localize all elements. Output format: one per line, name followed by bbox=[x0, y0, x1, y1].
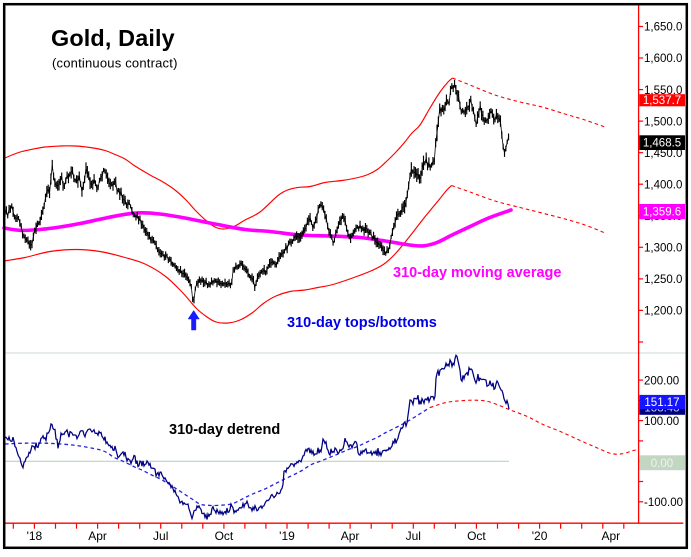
svg-text:Gold, Daily: Gold, Daily bbox=[51, 25, 175, 51]
svg-text:1,200.0: 1,200.0 bbox=[644, 306, 682, 318]
svg-text:310-day detrend: 310-day detrend bbox=[169, 422, 280, 438]
svg-text:'18: '18 bbox=[27, 529, 43, 543]
svg-text:(continuous contract): (continuous contract) bbox=[52, 56, 178, 71]
svg-text:1,537.7: 1,537.7 bbox=[643, 95, 681, 107]
svg-text:100.00: 100.00 bbox=[644, 416, 679, 428]
svg-text:Oct: Oct bbox=[215, 529, 234, 543]
svg-text:310-day moving average: 310-day moving average bbox=[393, 265, 561, 281]
svg-text:1,450.0: 1,450.0 bbox=[644, 148, 682, 160]
svg-text:1,468.5: 1,468.5 bbox=[643, 138, 681, 150]
svg-text:Jul: Jul bbox=[153, 529, 168, 543]
svg-text:310-day tops/bottoms: 310-day tops/bottoms bbox=[287, 315, 437, 331]
svg-text:1,550.0: 1,550.0 bbox=[644, 85, 682, 97]
svg-text:0.00: 0.00 bbox=[651, 458, 673, 470]
svg-text:1,300.0: 1,300.0 bbox=[644, 243, 682, 255]
svg-text:'20: '20 bbox=[532, 529, 548, 543]
svg-text:Apr: Apr bbox=[341, 529, 360, 543]
svg-text:1,500.0: 1,500.0 bbox=[644, 116, 682, 128]
svg-text:Oct: Oct bbox=[467, 529, 486, 543]
svg-text:Apr: Apr bbox=[601, 529, 620, 543]
svg-text:151.17: 151.17 bbox=[644, 397, 679, 409]
svg-text:Jul: Jul bbox=[406, 529, 421, 543]
svg-text:1,400.0: 1,400.0 bbox=[644, 179, 682, 191]
svg-text:'19: '19 bbox=[279, 529, 295, 543]
svg-text:Apr: Apr bbox=[88, 529, 107, 543]
svg-text:1,359.6: 1,359.6 bbox=[643, 207, 681, 219]
svg-text:1,250.0: 1,250.0 bbox=[644, 274, 682, 286]
svg-text:-100.00: -100.00 bbox=[644, 497, 683, 509]
svg-text:1,650.0: 1,650.0 bbox=[644, 22, 682, 34]
svg-text:200.00: 200.00 bbox=[644, 375, 679, 387]
svg-text:1,600.0: 1,600.0 bbox=[644, 53, 682, 65]
